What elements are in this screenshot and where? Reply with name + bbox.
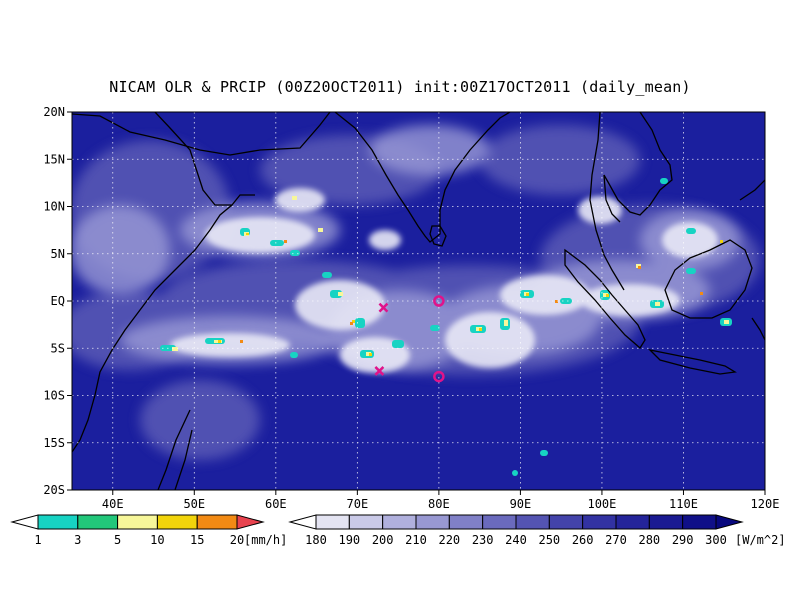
lon-tick-label: 40E — [102, 497, 124, 511]
lat-tick-label: EQ — [51, 294, 65, 308]
colorbar-swatch — [77, 514, 119, 530]
colorbar-swatch — [615, 514, 650, 530]
colorbar-label: 300 — [705, 533, 727, 547]
colorbar-label: 260 — [572, 533, 594, 547]
colorbar-label: 220 — [438, 533, 460, 547]
x-marker — [378, 302, 389, 313]
lat-tick-label: 5S — [51, 341, 65, 355]
colorbar-label: 250 — [538, 533, 560, 547]
colorbar-swatch — [415, 514, 450, 530]
colorbar-max-triangle — [236, 514, 265, 530]
colorbar-label: 190 — [338, 533, 360, 547]
lon-tick-label: 60E — [265, 497, 287, 511]
colorbar-unit: [W/m^2] — [735, 533, 786, 547]
colorbar-swatch — [482, 514, 517, 530]
colorbar-swatch — [448, 514, 484, 530]
colorbar-label: 1 — [34, 533, 41, 547]
axis-ticks: 40E 50E 60E 70E 80E 90E 100E 110E 120E 20N 15N 10N 5… — [43, 105, 779, 511]
colorbar-label: 20 — [230, 533, 244, 547]
colorbar-label: 290 — [672, 533, 694, 547]
map-title: NICAM OLR & PRCIP (00Z20OCT2011) init:00… — [109, 78, 691, 96]
olr-colorbar: 180 190 200 210 220 230 240 250 260 270 280 290 300 [… — [288, 514, 786, 547]
lon-tick-label: 50E — [183, 497, 205, 511]
colorbar-swatch — [515, 514, 550, 530]
lat-tick-label: 20N — [43, 105, 65, 119]
colorbar-swatch — [582, 514, 617, 530]
lat-tick-label: 5N — [51, 247, 65, 261]
colorbar-label: 15 — [190, 533, 204, 547]
circle-marker — [433, 295, 445, 307]
coastlines — [72, 112, 765, 490]
precip-colorbar: 1 3 5 10 15 20 [mm/h] — [10, 514, 287, 547]
lon-tick-label: 110E — [669, 497, 698, 511]
colorbar-swatch — [682, 514, 717, 530]
lon-tick-label: 90E — [510, 497, 532, 511]
colorbar-label: 180 — [305, 533, 327, 547]
colorbar-swatch — [37, 514, 79, 530]
colorbar-label: 270 — [605, 533, 627, 547]
colorbar-min-triangle — [288, 514, 317, 530]
colorbar-swatch — [348, 514, 384, 530]
colorbar-label: 200 — [372, 533, 394, 547]
circle-marker — [433, 370, 445, 383]
colorbar-label: 230 — [472, 533, 494, 547]
lon-tick-label: 120E — [751, 497, 780, 511]
lat-tick-label: 10S — [43, 389, 65, 403]
colorbar-label: 3 — [74, 533, 81, 547]
lat-tick-label: 15N — [43, 152, 65, 166]
markers — [374, 295, 445, 383]
lon-tick-label: 70E — [347, 497, 369, 511]
colorbar-label: 240 — [505, 533, 527, 547]
precip-patches — [160, 178, 732, 476]
lat-tick-label: 15S — [43, 436, 65, 450]
colorbar-swatch — [548, 514, 584, 530]
colorbar-swatch — [382, 514, 417, 530]
lon-tick-label: 80E — [428, 497, 450, 511]
x-marker — [374, 366, 385, 376]
colorbar-unit: [mm/h] — [244, 533, 287, 547]
colorbar-label: 210 — [405, 533, 427, 547]
colorbar-label: 280 — [638, 533, 660, 547]
map-gridlines — [72, 112, 765, 490]
colorbar-swatch — [117, 514, 158, 530]
lat-tick-label: 20S — [43, 483, 65, 497]
colorbar-max-triangle — [715, 514, 744, 530]
colorbar-label: 10 — [150, 533, 164, 547]
colorbar-min-triangle — [10, 514, 39, 530]
colorbar-swatch — [315, 514, 350, 530]
colorbar-swatch — [196, 514, 238, 530]
colorbar-swatch — [156, 514, 198, 530]
colorbar-label: 5 — [114, 533, 121, 547]
colorbar-swatch — [648, 514, 684, 530]
olr-field — [72, 112, 765, 490]
lat-tick-label: 10N — [43, 200, 65, 214]
lon-tick-label: 100E — [587, 497, 616, 511]
